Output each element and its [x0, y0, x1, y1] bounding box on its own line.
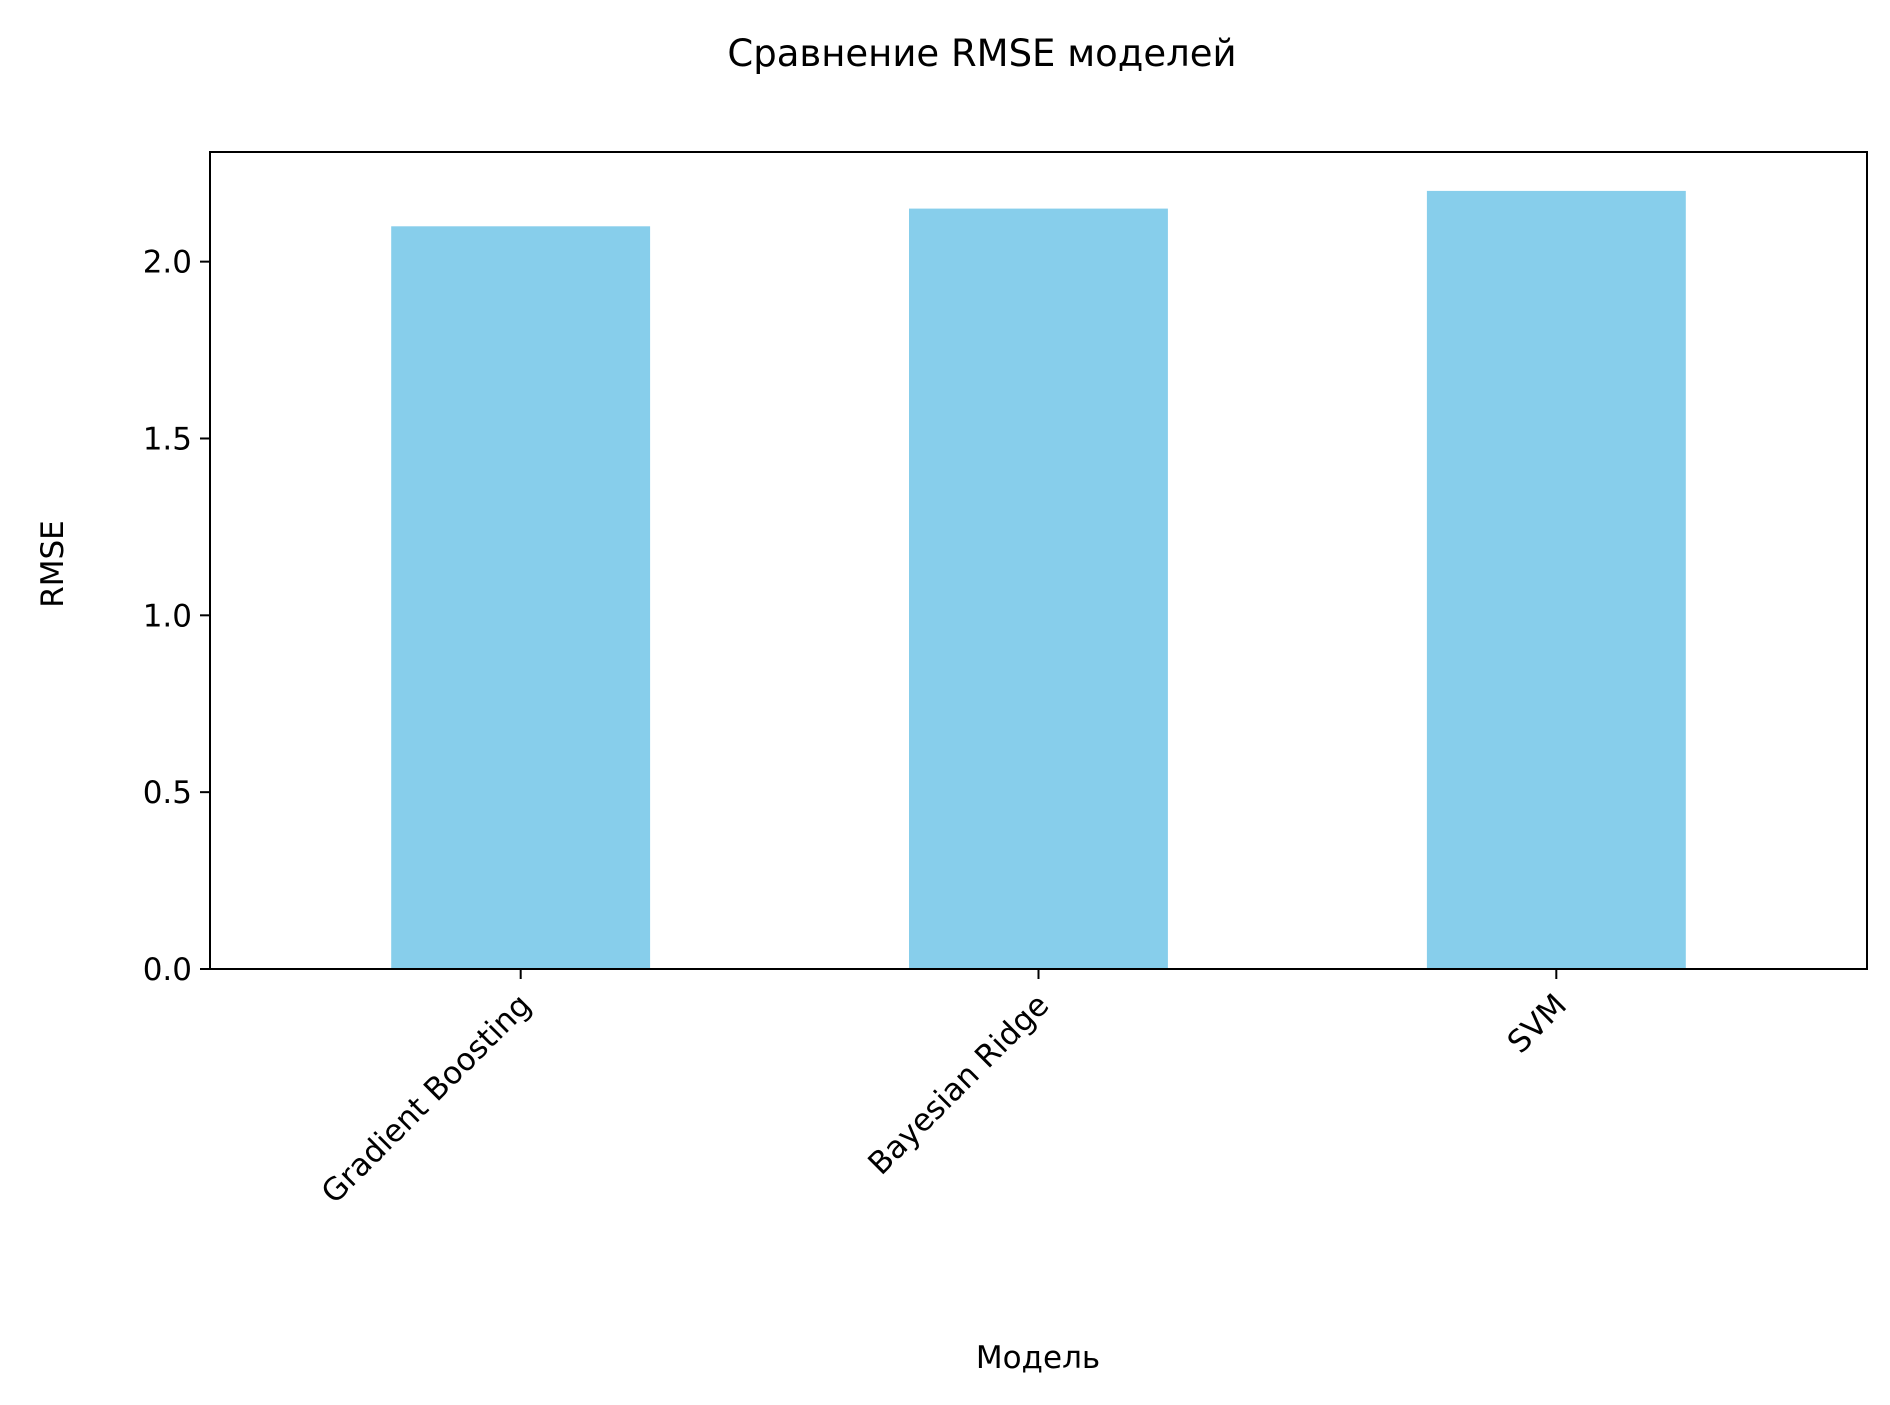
bar-gradient-boosting	[391, 226, 651, 970]
x-ticks: Gradient Boosting Bayesian Ridge SVM	[315, 969, 1574, 1211]
y-ticks: 0.0 0.5 1.0 1.5 2.0	[143, 245, 210, 988]
y-tick-label: 0.0	[143, 952, 192, 988]
x-tick-label: Gradient Boosting	[315, 987, 539, 1211]
chart-title: Сравнение RMSE моделей	[727, 32, 1236, 75]
x-axis-title: Модель	[976, 1340, 1100, 1376]
bar-svm	[1426, 190, 1686, 969]
x-tick-label: Bayesian Ridge	[861, 987, 1056, 1182]
y-tick-label: 2.0	[143, 245, 192, 281]
bar-bayesian-ridge	[909, 208, 1168, 970]
x-tick-label: SVM	[1501, 987, 1574, 1060]
y-tick-label: 0.5	[143, 775, 192, 811]
bars-layer	[391, 190, 1686, 970]
y-axis-title: RMSE	[35, 520, 71, 608]
y-tick-label: 1.5	[143, 421, 192, 457]
y-tick-label: 1.0	[143, 598, 192, 634]
